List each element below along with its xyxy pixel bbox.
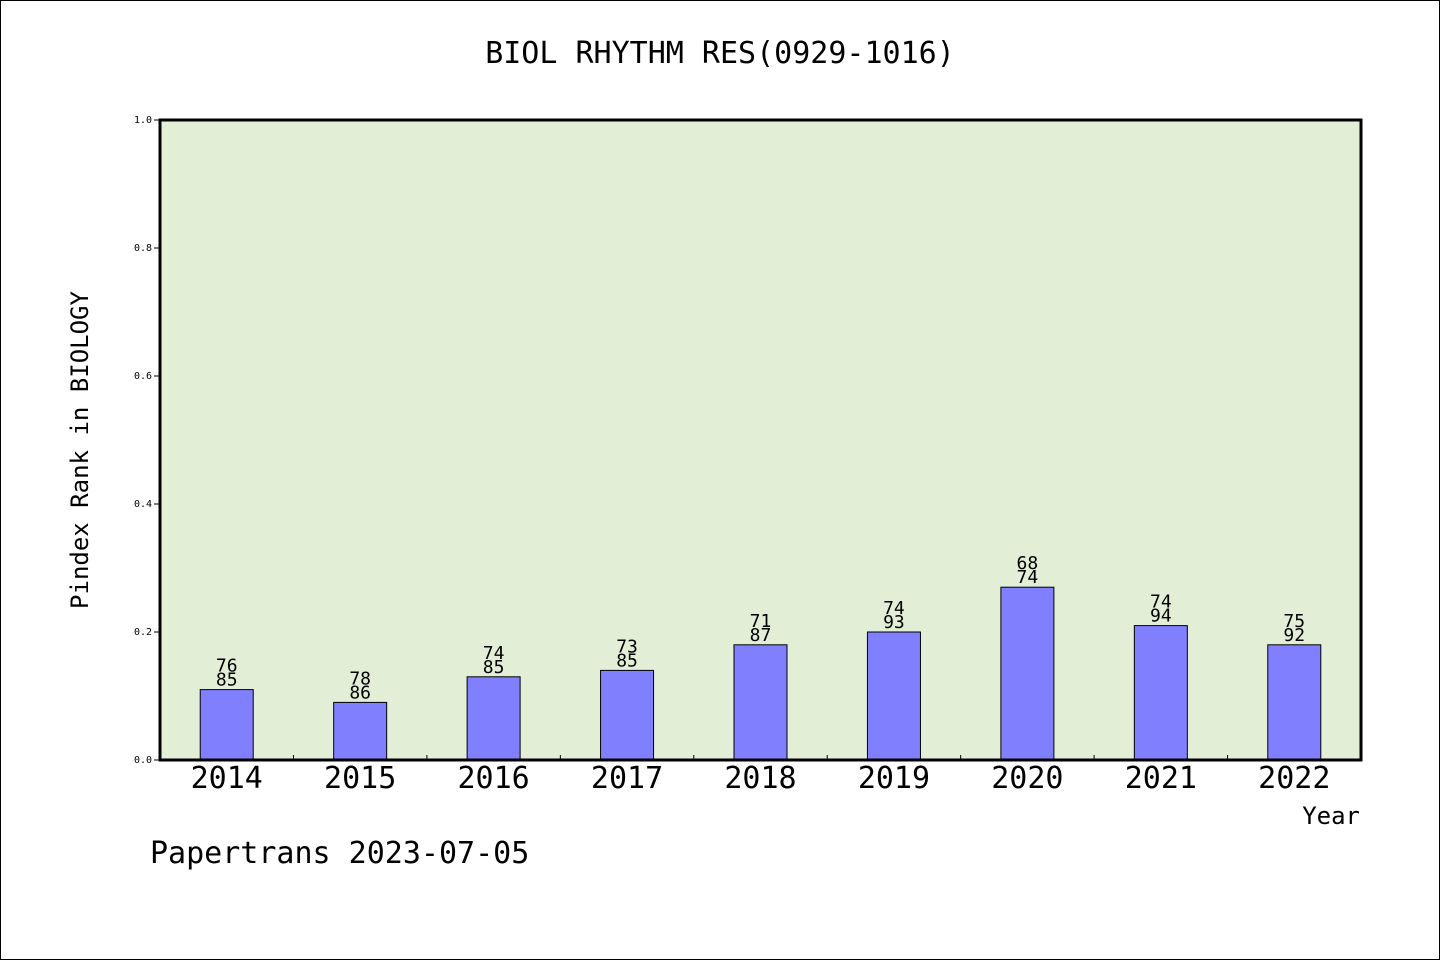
y-tick-label: 0.2 — [134, 627, 152, 638]
x-axis-label: Year — [1302, 802, 1360, 830]
x-tick-label: 2016 — [457, 761, 529, 796]
bar-label-bottom: 74 — [1017, 567, 1039, 588]
bar-label-bottom: 87 — [750, 625, 772, 646]
x-tick-label: 2015 — [324, 761, 396, 796]
y-tick-label: 0.4 — [134, 499, 152, 510]
x-tick-label: 2021 — [1125, 761, 1197, 796]
y-tick-label: 0.0 — [134, 755, 152, 766]
bar-label-top: 75 — [1283, 611, 1305, 632]
y-tick-label: 0.6 — [134, 371, 152, 382]
bar — [333, 701, 388, 761]
bar-label-bottom: 85 — [483, 657, 505, 678]
bar-label-bottom: 92 — [1283, 625, 1305, 646]
x-tick-label: 2020 — [991, 761, 1063, 796]
y-tick-label: 0.8 — [134, 243, 152, 254]
bar — [1133, 625, 1188, 761]
bar-label-bottom: 85 — [216, 670, 238, 691]
bar — [466, 676, 521, 761]
bar-label-top: 73 — [616, 636, 638, 657]
y-tick-label: 1.0 — [134, 115, 152, 126]
bar-label-top: 74 — [1150, 592, 1172, 613]
bar-label-bottom: 94 — [1150, 606, 1172, 627]
bar — [1267, 644, 1322, 761]
bar-label-top: 74 — [883, 598, 905, 619]
bar-label-bottom: 86 — [349, 682, 371, 703]
bar-label-top: 78 — [349, 668, 371, 689]
bar-label-top: 71 — [750, 611, 772, 632]
x-tick-label: 2022 — [1258, 761, 1330, 796]
bar-label-bottom: 85 — [616, 650, 638, 671]
plot-border — [158, 118, 1363, 762]
bar — [1000, 586, 1055, 761]
bar-label-top: 68 — [1017, 553, 1039, 574]
bar-label-top: 74 — [483, 643, 505, 664]
x-tick-label: 2014 — [191, 761, 263, 796]
x-tick-label: 2017 — [591, 761, 663, 796]
footer-stamp: Papertrans 2023-07-05 — [150, 836, 530, 871]
bar-label-top: 76 — [216, 656, 238, 677]
bar — [600, 669, 655, 761]
bar — [866, 631, 921, 761]
bar — [733, 644, 788, 761]
x-tick-label: 2019 — [858, 761, 930, 796]
bar-label-bottom: 93 — [883, 612, 905, 633]
x-tick-label: 2018 — [724, 761, 796, 796]
chart-title: BIOL RHYTHM RES(0929-1016) — [485, 36, 955, 71]
bar — [199, 689, 254, 761]
